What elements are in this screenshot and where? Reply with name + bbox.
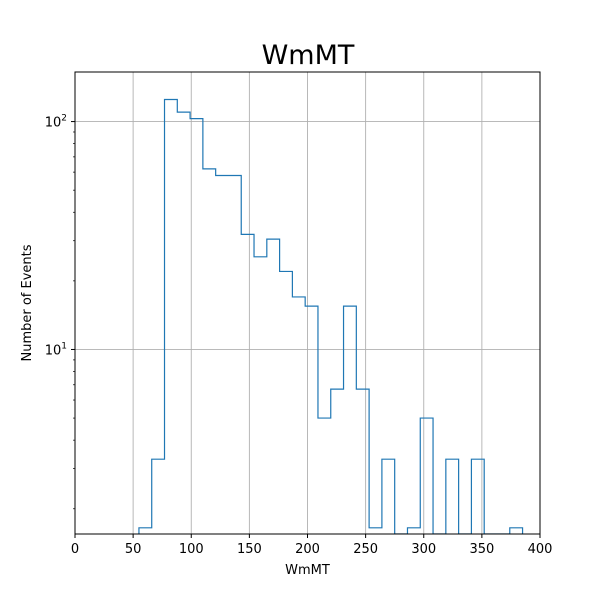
histogram-bin (177, 112, 190, 534)
histogram-bin (369, 528, 382, 534)
histogram-bin (280, 271, 293, 534)
x-axis-label: WmMT (285, 563, 330, 578)
histogram-bin (382, 459, 395, 534)
x-tick-label: 200 (295, 542, 320, 557)
y-tick-label: 102 (45, 114, 67, 131)
x-tick-label: 0 (71, 542, 79, 557)
histogram-bin (241, 234, 254, 534)
histogram-bin (446, 459, 459, 534)
x-tick-label: 50 (125, 542, 142, 557)
histogram-bin (344, 306, 357, 534)
histogram-bin (510, 528, 523, 534)
histogram-bin (331, 389, 344, 534)
histogram-bin (216, 175, 229, 534)
histogram-bin (228, 175, 241, 534)
histogram-bin (254, 257, 267, 534)
chart-title: WmMT (262, 40, 355, 71)
histogram-step-line (138, 98, 524, 534)
histogram-bin (407, 528, 420, 534)
x-tick-label: 300 (411, 542, 436, 557)
histogram-bin (420, 418, 433, 534)
histogram-bin (267, 239, 280, 534)
histogram-bin (471, 459, 484, 534)
axis-ticks: 0 50 100 150 200 250 300 350 400 101 102 (45, 114, 553, 557)
x-tick-label: 350 (469, 542, 494, 557)
x-tick-label: 150 (237, 542, 262, 557)
y-tick-label: 101 (45, 341, 67, 358)
histogram-bin (165, 99, 178, 534)
histogram-bin (356, 389, 369, 534)
x-tick-label: 400 (528, 542, 553, 557)
x-tick-label: 250 (353, 542, 378, 557)
x-tick-label: 100 (179, 542, 204, 557)
histogram-series (138, 98, 524, 534)
histogram-bin (292, 297, 305, 534)
y-axis-label: Number of Events (20, 244, 35, 361)
histogram-bin (318, 418, 331, 534)
histogram-bin (190, 119, 203, 534)
histogram-bin (305, 306, 318, 534)
histogram-bin (139, 528, 152, 534)
histogram-bin (152, 459, 165, 534)
histogram-bin (203, 169, 216, 534)
